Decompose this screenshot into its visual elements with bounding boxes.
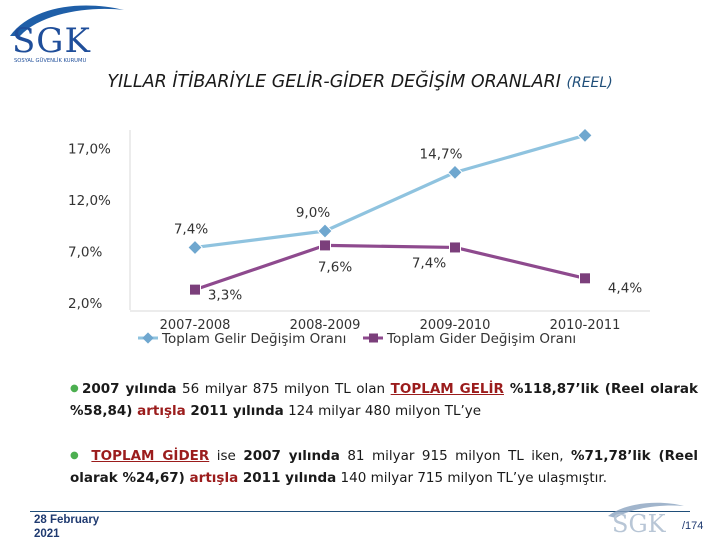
logo-tagline: SOSYAL GÜVENLİK KURUMU	[14, 57, 86, 64]
footer-sgk-logo: SGK	[608, 502, 684, 536]
data-point-income	[187, 239, 203, 256]
data-label: 18,3%	[604, 125, 647, 127]
logo-text: SGK	[12, 21, 91, 61]
y-tick-label: 12,0%	[68, 193, 111, 209]
line-chart: 2,0% 7,0% 12,0% 17,0% 2007-2008 2008-2009 200…	[68, 125, 650, 347]
x-tick-label: 2009-2010	[420, 318, 491, 333]
legend-label: Toplam Gelir Değişim Oranı	[161, 331, 346, 347]
data-point-expense	[449, 241, 461, 254]
date-line2: 2021	[34, 528, 60, 540]
footer-divider	[30, 511, 690, 512]
series-line-expense	[194, 243, 586, 292]
legend-marker-income	[142, 332, 154, 344]
bullet-icon: ●	[70, 383, 80, 394]
y-tick-label: 17,0%	[68, 142, 111, 158]
paragraph-expense: ● TOPLAM GİDER ise 2007 yılında 81 milya…	[70, 446, 698, 489]
data-label: 3,3%	[208, 288, 242, 304]
p1-t3: TOPLAM GELİR	[390, 381, 504, 397]
sgk-logo: SGK SOSYAL GÜVENLİK KURUMU	[10, 5, 124, 64]
p2-t5: %71,78’lik (Reel olarak %24,67)	[70, 448, 698, 486]
series-line-income	[194, 133, 586, 250]
data-label: 14,7%	[420, 146, 463, 162]
bullet-icon: ●	[70, 450, 82, 461]
data-point-income	[577, 127, 593, 144]
p1-t1: 2007 yılında	[81, 381, 177, 397]
p1-t2: 56 milyar 875 milyon TL olan	[176, 381, 391, 397]
data-point-income	[317, 223, 333, 239]
footer-logo-text: SGK	[612, 510, 667, 536]
date-line1: 28 February	[34, 514, 100, 526]
data-point-expense	[579, 272, 591, 285]
x-tick-label: 2010-2011	[550, 318, 621, 333]
p1-t4: %118,87’lik (Reel olarak %58,84)	[70, 381, 698, 419]
data-label: 7,6%	[318, 259, 352, 275]
data-point-expense	[189, 283, 201, 296]
footer-date: 28 February 2021	[34, 513, 99, 541]
p2-t3: 2007 yılında	[243, 448, 340, 464]
p2-t8: 140 milyar 715 milyon TL’ye ulaşmıştır.	[336, 470, 607, 486]
data-point-expense	[319, 239, 331, 252]
data-label: 7,4%	[412, 255, 446, 271]
p2-t1: TOPLAM GİDER	[91, 448, 210, 464]
logo-swoosh-icon	[10, 5, 124, 36]
title-main: YILLAR İTİBARİYLE GELİR-GİDER DEĞİŞİM OR…	[107, 72, 561, 92]
p1-t5: artışla	[132, 403, 186, 419]
page-title: YILLAR İTİBARİYLE GELİR-GİDER DEĞİŞİM OR…	[0, 72, 720, 92]
p2-t4: 81 milyar 915 milyon TL iken,	[339, 448, 572, 464]
legend-marker-expense	[369, 333, 378, 343]
p2-t6: artışla	[184, 470, 239, 486]
title-sub: (REEL)	[566, 75, 613, 91]
p2-t7: 2011 yılında	[238, 470, 337, 486]
x-tick-label: 2008-2009	[290, 318, 361, 333]
data-label: 7,4%	[174, 221, 208, 237]
data-point-income	[447, 164, 463, 181]
x-tick-label: 2007-2008	[160, 318, 231, 333]
p1-t7: 124 milyar 480 milyon TL’ye	[283, 403, 482, 419]
p2-t2: ise	[209, 448, 244, 464]
data-label: 9,0%	[296, 205, 330, 221]
legend-label: Toplam Gider Değişim Oranı	[386, 331, 576, 347]
footer-swoosh-icon	[608, 502, 684, 518]
p1-t6: 2011 yılında	[185, 403, 284, 419]
y-tick-label: 7,0%	[68, 245, 102, 261]
y-tick-label: 2,0%	[68, 296, 102, 312]
data-label: 4,4%	[608, 280, 642, 296]
paragraph-income: ● 2007 yılında 56 milyar 875 milyon TL ol…	[70, 379, 698, 422]
page-number: /174	[682, 520, 704, 532]
